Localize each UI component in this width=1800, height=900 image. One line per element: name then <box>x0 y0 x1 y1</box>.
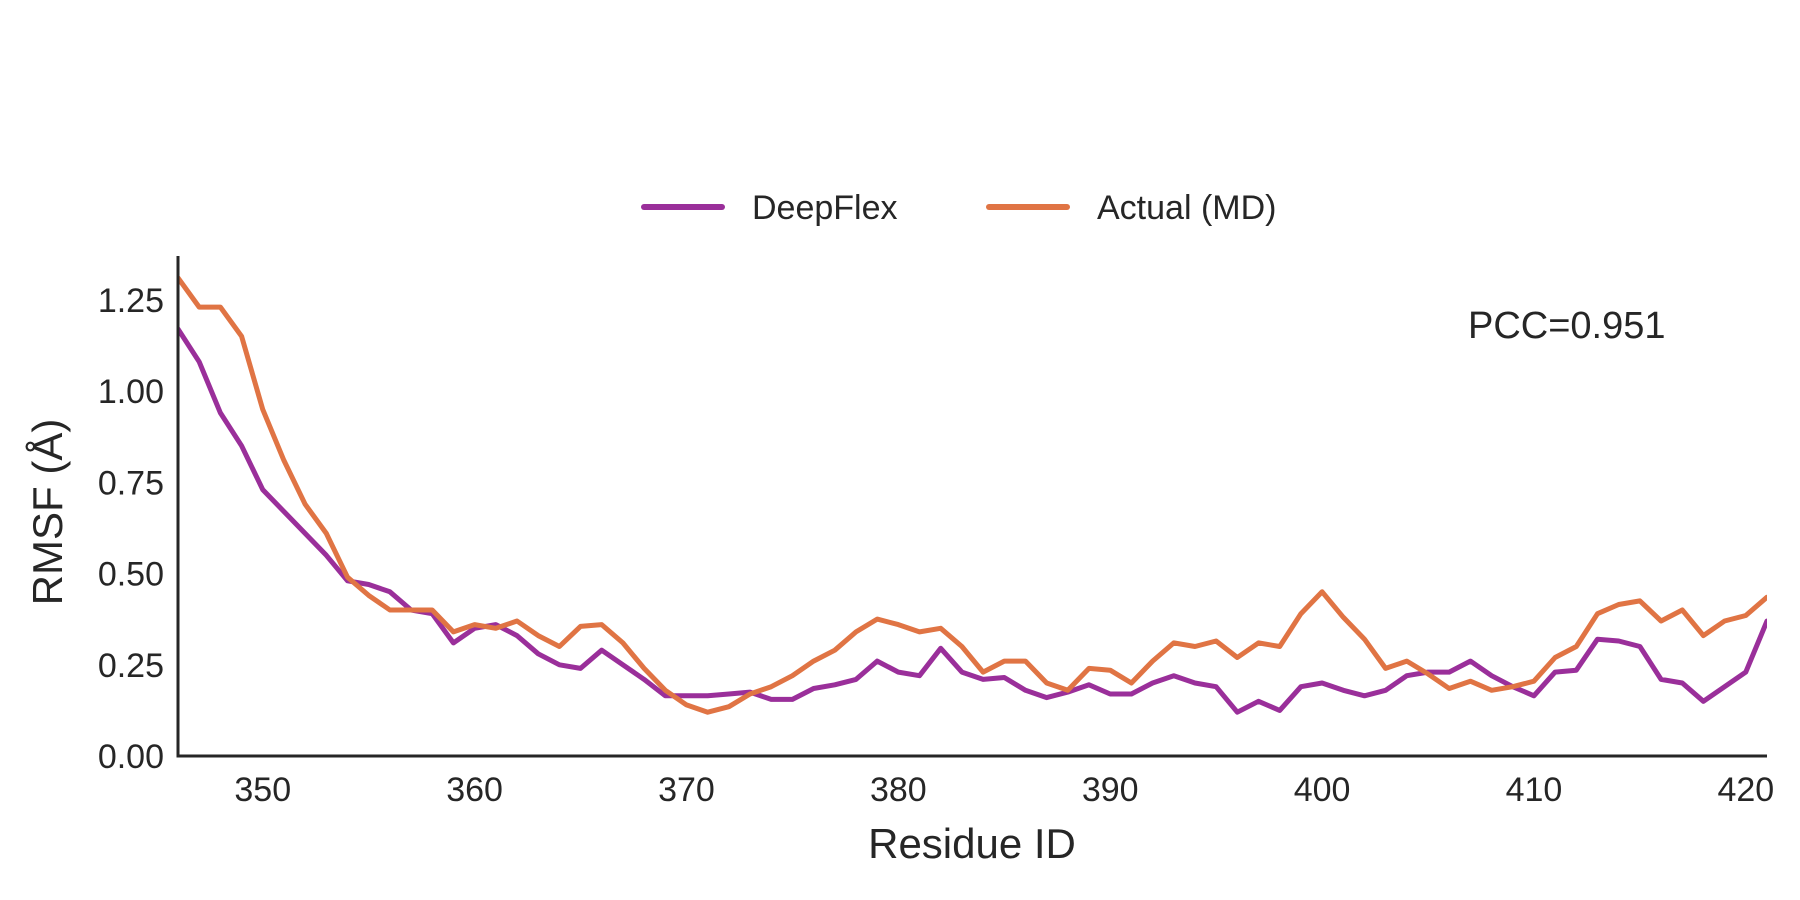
y-tick-label: 0.50 <box>98 556 164 594</box>
legend: DeepFlex Actual (MD) <box>641 189 1276 227</box>
pcc-annotation: PCC=0.951 <box>1468 305 1666 347</box>
x-tick-label: 410 <box>1506 771 1563 809</box>
y-tick-label: 0.75 <box>98 464 164 502</box>
legend-label-actual: Actual (MD) <box>1097 189 1276 227</box>
y-tick-label: 0.25 <box>98 647 164 685</box>
x-axis-title: Residue ID <box>868 820 1076 867</box>
x-tick-label: 390 <box>1082 771 1139 809</box>
y-tick-label: 1.25 <box>98 282 164 320</box>
series-line-0 <box>178 326 1767 715</box>
series-line-1 <box>178 275 1767 715</box>
x-tick-label: 350 <box>234 771 291 809</box>
x-tick-label: 420 <box>1717 771 1774 809</box>
x-tick-label: 370 <box>658 771 715 809</box>
legend-label-deepflex: DeepFlex <box>752 189 898 227</box>
y-axis-title: RMSF (Å) <box>24 419 71 606</box>
x-tick-label: 400 <box>1294 771 1351 809</box>
x-tick-label: 360 <box>446 771 503 809</box>
x-tick-label: 380 <box>870 771 927 809</box>
y-tick-label: 0.00 <box>98 738 164 776</box>
y-tick-label: 1.00 <box>98 373 164 411</box>
